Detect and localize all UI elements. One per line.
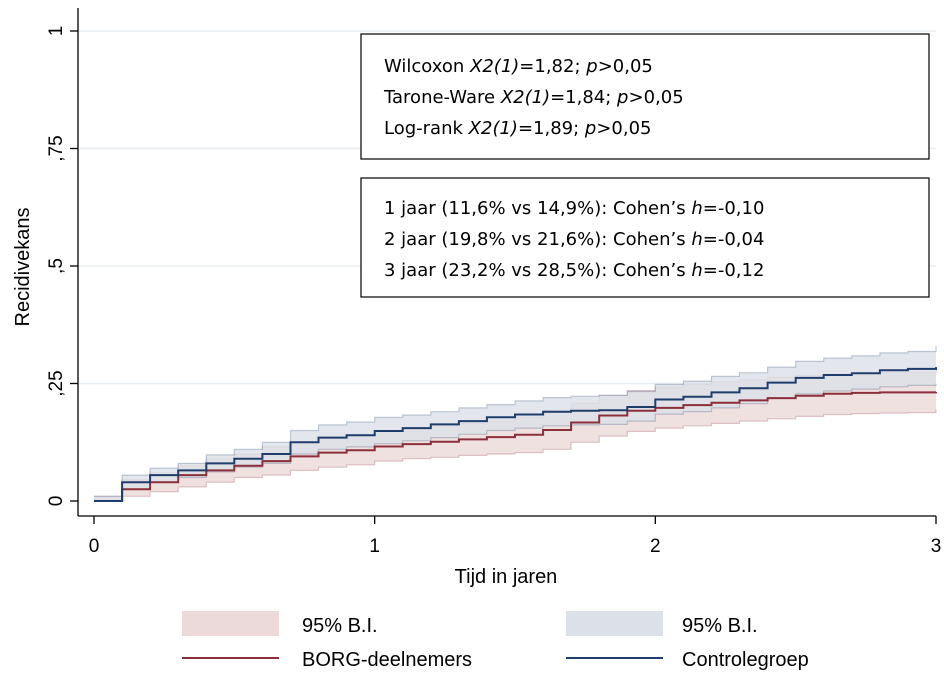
y-tick-label-2: ,5	[46, 258, 67, 274]
tests-box	[360, 33, 930, 160]
test-line-tarone-ware: Tarone-Ware X2(1)=1,84; p>0,05	[383, 87, 684, 108]
x-axis-title: Tijd in jaren	[455, 566, 558, 588]
ci-band-controlegroep	[94, 345, 936, 501]
confidence-bands	[94, 345, 937, 502]
cohens-h-line-2: 2 jaar (19,8% vs 21,6%): Cohen’s h=-0,04	[384, 229, 764, 250]
y-tick-label-4: 1	[46, 26, 67, 37]
x-tick-label-1: 1	[369, 536, 380, 557]
ci-upper-controlegroep	[94, 345, 937, 497]
series-lines	[94, 367, 937, 502]
x-tick-label-2: 2	[650, 536, 661, 557]
cohens-h-box	[360, 177, 930, 298]
legend-swatch-control-ci	[566, 611, 663, 636]
ci-lower-borg-deelnemers	[94, 409, 937, 502]
cohens-h-line-3: 3 jaar (23,2% vs 28,5%): Cohen’s h=-0,12	[384, 260, 764, 281]
x-tick-label-3: 3	[931, 536, 942, 557]
y-axis-title: Recidivekans	[12, 208, 34, 327]
axis-ticks: 0 ,25 ,5 ,75 1 0 1 2 3	[46, 26, 941, 557]
y-tick-label-1: ,25	[46, 370, 67, 396]
series-line-borg-deelnemers	[94, 391, 937, 502]
legend-label-control-ci: 95% B.I.	[682, 615, 758, 637]
legend-label-borg-ci: 95% B.I.	[302, 615, 378, 637]
x-tick-label-0: 0	[89, 536, 100, 557]
test-line-log-rank: Log-rank X2(1)=1,89; p>0,05	[384, 118, 652, 139]
y-tick-label-3: ,75	[46, 135, 67, 161]
y-tick-label-0: 0	[46, 496, 67, 507]
test-line-wilcoxon: Wilcoxon X2(1)=1,82; p>0,05	[384, 56, 653, 77]
legend-label-borg: BORG-deelnemers	[302, 649, 472, 670]
series-line-controlegroep	[94, 367, 937, 502]
legend-swatch-borg-ci	[182, 611, 279, 636]
legend-label-control: Controlegroep	[682, 649, 809, 670]
legend: 95% B.I. 95% B.I. BORG-deelnemers Contro…	[182, 611, 809, 671]
cohens-h-line-1: 1 jaar (11,6% vs 14,9%): Cohen’s h=-0,10	[384, 198, 764, 219]
